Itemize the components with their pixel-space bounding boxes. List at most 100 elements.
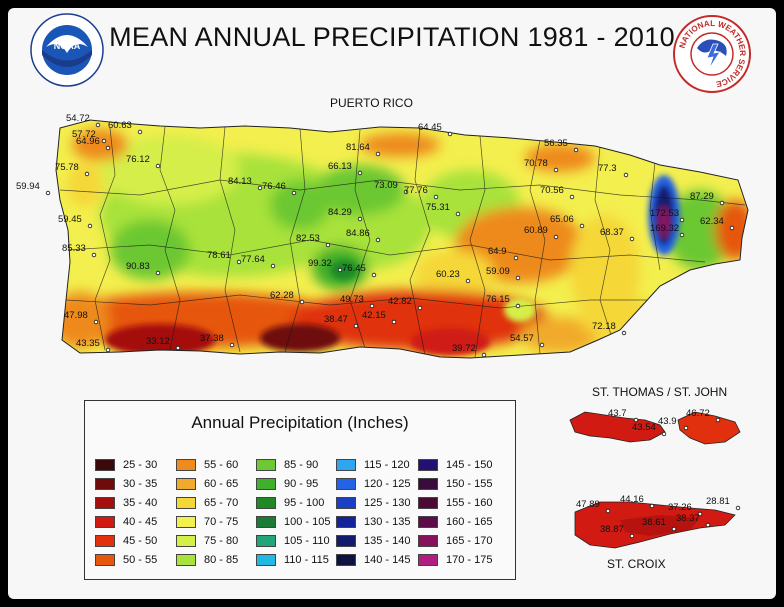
- legend-label: 25 - 30: [123, 458, 158, 471]
- puerto-rico-station-value: 60.63: [108, 120, 132, 131]
- legend-item: 25 - 30: [95, 457, 157, 472]
- puerto-rico-station-dot: [353, 323, 359, 329]
- legend-label: 70 - 75: [204, 515, 239, 528]
- puerto-rico-station-value: 56.35: [544, 138, 568, 149]
- puerto-rico-station-value: 87.29: [690, 191, 714, 202]
- legend-item: 170 - 175: [418, 552, 492, 567]
- legend-swatch: [336, 496, 356, 509]
- puerto-rico-station-dot: [45, 190, 51, 196]
- puerto-rico-station-value: 84.86: [346, 228, 370, 239]
- map-title: MEAN ANNUAL PRECIPITATION 1981 - 2010: [109, 22, 675, 52]
- st-thomas-station-dot: [633, 417, 639, 423]
- legend-label: 135 - 140: [364, 534, 411, 547]
- legend-label: 60 - 65: [204, 477, 239, 490]
- puerto-rico-station-value: 64.9: [488, 246, 507, 257]
- puerto-rico-station-value: 76.46: [262, 181, 286, 192]
- legend-swatch: [256, 534, 276, 547]
- puerto-rico-station-value: 43.35: [76, 338, 100, 349]
- legend-swatch: [418, 515, 438, 528]
- legend-item: 65 - 70: [176, 495, 238, 510]
- puerto-rico-station-value: 75.78: [55, 162, 79, 173]
- legend-item: 80 - 85: [176, 552, 238, 567]
- puerto-rico-station-dot: [417, 305, 423, 311]
- puerto-rico-station-value: 85.33: [62, 243, 86, 254]
- legend-label: 105 - 110: [284, 534, 330, 547]
- legend-label: 100 - 105: [284, 515, 331, 528]
- legend-swatch: [95, 458, 115, 471]
- legend-label: 150 - 155: [446, 477, 493, 490]
- puerto-rico-station-value: 64.96: [76, 136, 100, 147]
- st-croix-station-value: 37.26: [668, 502, 692, 513]
- st-croix-station-dot: [649, 503, 655, 509]
- puerto-rico-station-value: 64.45: [418, 122, 442, 133]
- legend-label: 45 - 50: [123, 534, 158, 547]
- puerto-rico-station-value: 68.37: [600, 227, 624, 238]
- puerto-rico-station-dot: [155, 270, 161, 276]
- puerto-rico-station-value: 76.45: [342, 263, 366, 274]
- legend-swatch: [418, 534, 438, 547]
- legend-label: 140 - 145: [364, 553, 411, 566]
- region-label-puerto-rico: PUERTO RICO: [330, 96, 413, 110]
- legend-swatch: [176, 553, 196, 566]
- legend-label: 145 - 150: [446, 458, 493, 471]
- puerto-rico-station-dot: [299, 299, 305, 305]
- puerto-rico-station-dot: [93, 319, 99, 325]
- puerto-rico-station-dot: [729, 225, 735, 231]
- puerto-rico-station-dot: [623, 172, 629, 178]
- puerto-rico-station-value: 84.29: [328, 207, 352, 218]
- puerto-rico-station-dot: [375, 151, 381, 157]
- region-label-st-croix: ST. CROIX: [607, 557, 666, 571]
- legend-label: 30 - 35: [123, 477, 158, 490]
- puerto-rico-station-dot: [87, 223, 93, 229]
- legend-item: 60 - 65: [176, 476, 238, 491]
- puerto-rico-station-dot: [105, 347, 111, 353]
- legend-swatch: [95, 553, 115, 566]
- legend-item: 150 - 155: [418, 476, 492, 491]
- st-croix-station-value: 28.81: [706, 496, 730, 507]
- puerto-rico-station-dot: [371, 272, 377, 278]
- puerto-rico-station-dot: [375, 237, 381, 243]
- puerto-rico-station-dot: [84, 171, 90, 177]
- puerto-rico-station-dot: [403, 189, 409, 195]
- legend-swatch: [176, 496, 196, 509]
- puerto-rico-station-dot: [447, 131, 453, 137]
- puerto-rico-station-value: 73.09: [374, 180, 398, 191]
- puerto-rico-station-dot: [621, 330, 627, 336]
- legend-label: 75 - 80: [204, 534, 239, 547]
- legend-label: 50 - 55: [123, 553, 158, 566]
- legend-swatch: [336, 458, 356, 471]
- puerto-rico-station-value: 47.98: [64, 310, 88, 321]
- puerto-rico-station-value: 82.53: [296, 233, 320, 244]
- puerto-rico-station-value: 37.38: [200, 333, 224, 344]
- legend-label: 130 - 135: [364, 515, 411, 528]
- legend-item: 155 - 160: [418, 495, 492, 510]
- noaa-logo: NOAA: [30, 13, 104, 87]
- st-croix-station-value: 38.37: [676, 513, 700, 524]
- legend-label: 115 - 120: [364, 458, 410, 471]
- puerto-rico-station-dot: [105, 145, 111, 151]
- st-thomas-station-value: 43.54: [632, 422, 656, 433]
- puerto-rico-station-dot: [465, 278, 471, 284]
- legend-swatch: [336, 553, 356, 566]
- st-croix-station-value: 38.87: [600, 524, 624, 535]
- st-thomas-station-value: 43.9: [658, 416, 677, 427]
- puerto-rico-station-dot: [325, 242, 331, 248]
- legend-swatch: [176, 515, 196, 528]
- puerto-rico-station-dot: [270, 263, 276, 269]
- puerto-rico-station-value: 90.83: [126, 261, 150, 272]
- puerto-rico-station-value: 81.64: [346, 142, 370, 153]
- noaa-logo-text: NOAA: [54, 41, 81, 51]
- puerto-rico-station-value: 84.13: [228, 176, 252, 187]
- legend-title: Annual Precipitation (Inches): [191, 413, 409, 432]
- puerto-rico-station-value: 59.45: [58, 214, 82, 225]
- puerto-rico-station-value: 77.76: [404, 185, 428, 196]
- puerto-rico-station-dot: [291, 190, 297, 196]
- puerto-rico-station-dot: [95, 122, 101, 128]
- legend-item: 115 - 120: [336, 457, 410, 472]
- st-croix-station-dot: [735, 505, 741, 511]
- puerto-rico-station-dot: [357, 216, 363, 222]
- legend-item: 125 - 130: [336, 495, 410, 510]
- st-thomas-station-value: 46.72: [686, 408, 710, 419]
- puerto-rico-station-value: 77.64: [241, 254, 265, 265]
